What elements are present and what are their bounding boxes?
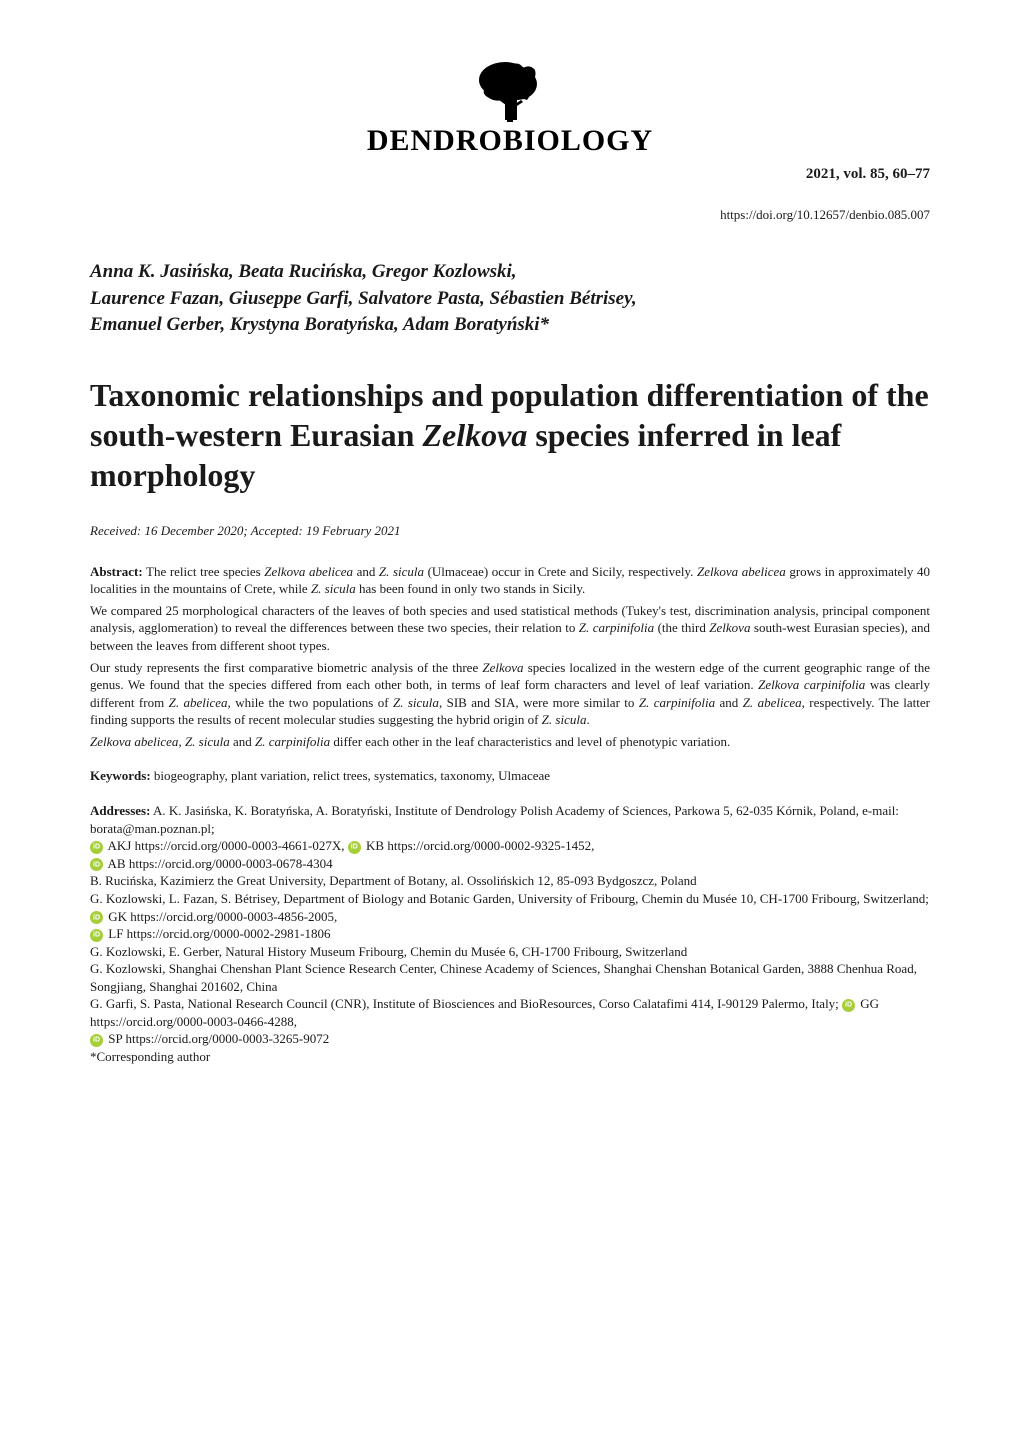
abstract-text: . xyxy=(586,712,589,727)
abstract-species: Z. carpinifolia xyxy=(639,695,715,710)
abstract-text: The relict tree species xyxy=(143,564,265,579)
doi-link[interactable]: https://doi.org/10.12657/denbio.085.007 xyxy=(90,207,930,223)
orcid-link[interactable]: AKJ https://orcid.org/0000-0003-4661-027… xyxy=(105,838,348,853)
abstract-text: (the third xyxy=(654,620,709,635)
addresses-label: Addresses: xyxy=(90,803,150,818)
address-5: G. Kozlowski, Shanghai Chenshan Plant Sc… xyxy=(90,960,930,995)
orcid-link[interactable]: AB https://orcid.org/0000-0003-0678-4304 xyxy=(105,856,333,871)
abstract-text: , SIB and SIA, were more similar to xyxy=(439,695,639,710)
abstract-species: Zelkova xyxy=(482,660,523,675)
authors-line-2: Laurence Fazan, Giuseppe Garfi, Salvator… xyxy=(90,288,637,309)
tree-icon xyxy=(455,60,565,128)
abstract-species: Z. abelicea xyxy=(743,695,802,710)
abstract-species: Z. sicula xyxy=(311,581,356,596)
corresponding-author: *Corresponding author xyxy=(90,1048,930,1066)
orcid-icon xyxy=(90,911,103,924)
orcid-link[interactable]: LF https://orcid.org/0000-0002-2981-1806 xyxy=(105,926,330,941)
keywords-label: Keywords: xyxy=(90,768,151,783)
abstract-species: Zelkova abelicea xyxy=(264,564,353,579)
orcid-link[interactable]: SP https://orcid.org/0000-0003-3265-9072 xyxy=(105,1031,329,1046)
abstract-species: Z. sicula xyxy=(542,712,587,727)
authors-block: Anna K. Jasińska, Beata Rucińska, Gregor… xyxy=(90,259,930,339)
abstract-text: (Ulmaceae) occur in Crete and Sicily, re… xyxy=(424,564,697,579)
abstract-species: Zelkova abelicea xyxy=(697,564,786,579)
abstract-text: Our study represents the first comparati… xyxy=(90,660,482,675)
abstract-species: Z. carpinifolia xyxy=(255,734,330,749)
abstract-block: Abstract: The relict tree species Zelkov… xyxy=(90,563,930,750)
orcid-icon xyxy=(842,999,855,1012)
abstract-species: Zelkova carpinifolia xyxy=(758,677,865,692)
abstract-text: has been found in only two stands in Sic… xyxy=(356,581,586,596)
abstract-species: Z. sicula xyxy=(185,734,230,749)
article-title: Taxonomic relationships and population d… xyxy=(90,375,930,495)
abstract-species: Z. carpinifolia xyxy=(579,620,654,635)
address-3: G. Kozlowski, L. Fazan, S. Bétrisey, Dep… xyxy=(90,891,929,906)
abstract-text: while the two populations of xyxy=(231,695,393,710)
address-4: G. Kozlowski, E. Gerber, Natural History… xyxy=(90,943,930,961)
keywords-block: Keywords: biogeography, plant variation,… xyxy=(90,768,930,784)
abstract-text: and xyxy=(353,564,379,579)
abstract-text: differ each other in the leaf characteri… xyxy=(330,734,730,749)
orcid-icon xyxy=(90,1034,103,1047)
abstract-text: and xyxy=(230,734,255,749)
orcid-icon xyxy=(90,929,103,942)
authors-line-3: Emanuel Gerber, Krystyna Boratyńska, Ada… xyxy=(90,314,549,335)
orcid-icon xyxy=(348,841,361,854)
received-dates: Received: 16 December 2020; Accepted: 19… xyxy=(90,523,930,539)
addresses-block: Addresses: A. K. Jasińska, K. Boratyńska… xyxy=(90,802,930,1065)
orcid-icon xyxy=(90,858,103,871)
orcid-link[interactable]: KB https://orcid.org/0000-0002-9325-1452… xyxy=(363,838,595,853)
abstract-species: Zelkova abelicea xyxy=(90,734,178,749)
abstract-species: Z. abelicea, xyxy=(169,695,231,710)
title-genus: Zelkova xyxy=(422,417,527,453)
orcid-icon xyxy=(90,841,103,854)
journal-name: DENDROBIOLOGY xyxy=(367,124,653,158)
journal-logo: DENDROBIOLOGY xyxy=(90,60,930,158)
abstract-species: Z. sicula xyxy=(393,695,439,710)
volume-info: 2021, vol. 85, 60–77 xyxy=(90,166,930,183)
abstract-species: Zelkova xyxy=(709,620,750,635)
abstract-species: Z. sicula xyxy=(379,564,424,579)
address-2: B. Rucińska, Kazimierz the Great Univers… xyxy=(90,872,930,890)
address-6: G. Garfi, S. Pasta, National Research Co… xyxy=(90,996,842,1011)
authors-line-1: Anna K. Jasińska, Beata Rucińska, Gregor… xyxy=(90,261,517,282)
keywords-text: biogeography, plant variation, relict tr… xyxy=(151,768,550,783)
orcid-link[interactable]: GK https://orcid.org/0000-0003-4856-2005… xyxy=(105,909,337,924)
abstract-label: Abstract: xyxy=(90,564,143,579)
address-1: A. K. Jasińska, K. Boratyńska, A. Boraty… xyxy=(90,803,899,836)
abstract-text: and xyxy=(715,695,743,710)
